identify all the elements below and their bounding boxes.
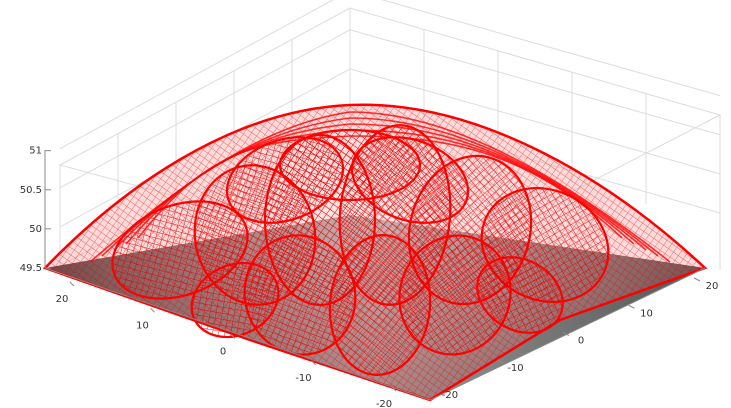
z-grid-line — [59, 29, 351, 189]
surface-petal-loop — [476, 256, 564, 334]
surface-mesh — [42, 103, 708, 402]
y-tick-mark — [628, 304, 635, 309]
surface-ridge-line — [137, 135, 623, 239]
z-grid-line — [349, 29, 721, 136]
y-tick-label: 10 — [640, 308, 653, 319]
z-grid-line — [349, 68, 721, 175]
z-tick-label: 50 — [29, 224, 42, 235]
y-tick-label: 20 — [706, 281, 719, 292]
x-axis-line — [44, 267, 431, 401]
z-axis-ticks: 51 50.5 50 49.5 — [20, 146, 51, 274]
y-tick-mark — [431, 386, 439, 391]
x-tick-label: -20 — [376, 399, 392, 408]
y-tick-label: 0 — [578, 336, 584, 347]
z-tick-label: 51 — [29, 146, 42, 157]
x-tick-label: 20 — [56, 294, 69, 305]
x-tick-mark — [150, 307, 155, 313]
y-tick-mark — [497, 359, 504, 364]
x-tick-mark — [311, 360, 316, 366]
z-grid-line — [381, 0, 721, 97]
x-tick-mark — [391, 386, 397, 392]
axes: 20 10 0 -10 -20 20 10 0 -10 -20 51 50.5 50 49.5 — [20, 146, 719, 408]
z-tick-label: 49.5 — [20, 263, 42, 274]
y-axis-ticks: 20 10 0 -10 -20 — [431, 277, 719, 401]
x-tick-label: -10 — [295, 373, 311, 384]
z-tick-label: 50.5 — [20, 185, 42, 196]
y-tick-mark — [693, 277, 701, 282]
y-axis-line — [429, 267, 706, 401]
y-tick-label: -20 — [442, 390, 458, 401]
x-tick-mark — [230, 334, 236, 339]
x-axis-ticks: 20 10 0 -10 -20 — [56, 281, 397, 408]
y-tick-label: -10 — [507, 363, 523, 374]
x-tick-mark — [69, 281, 75, 287]
y-tick-mark — [562, 332, 570, 336]
surface-petal-loop — [350, 136, 470, 224]
x-tick-label: 0 — [220, 347, 226, 358]
z-grid-line — [59, 0, 334, 150]
x-tick-label: 10 — [136, 320, 149, 331]
